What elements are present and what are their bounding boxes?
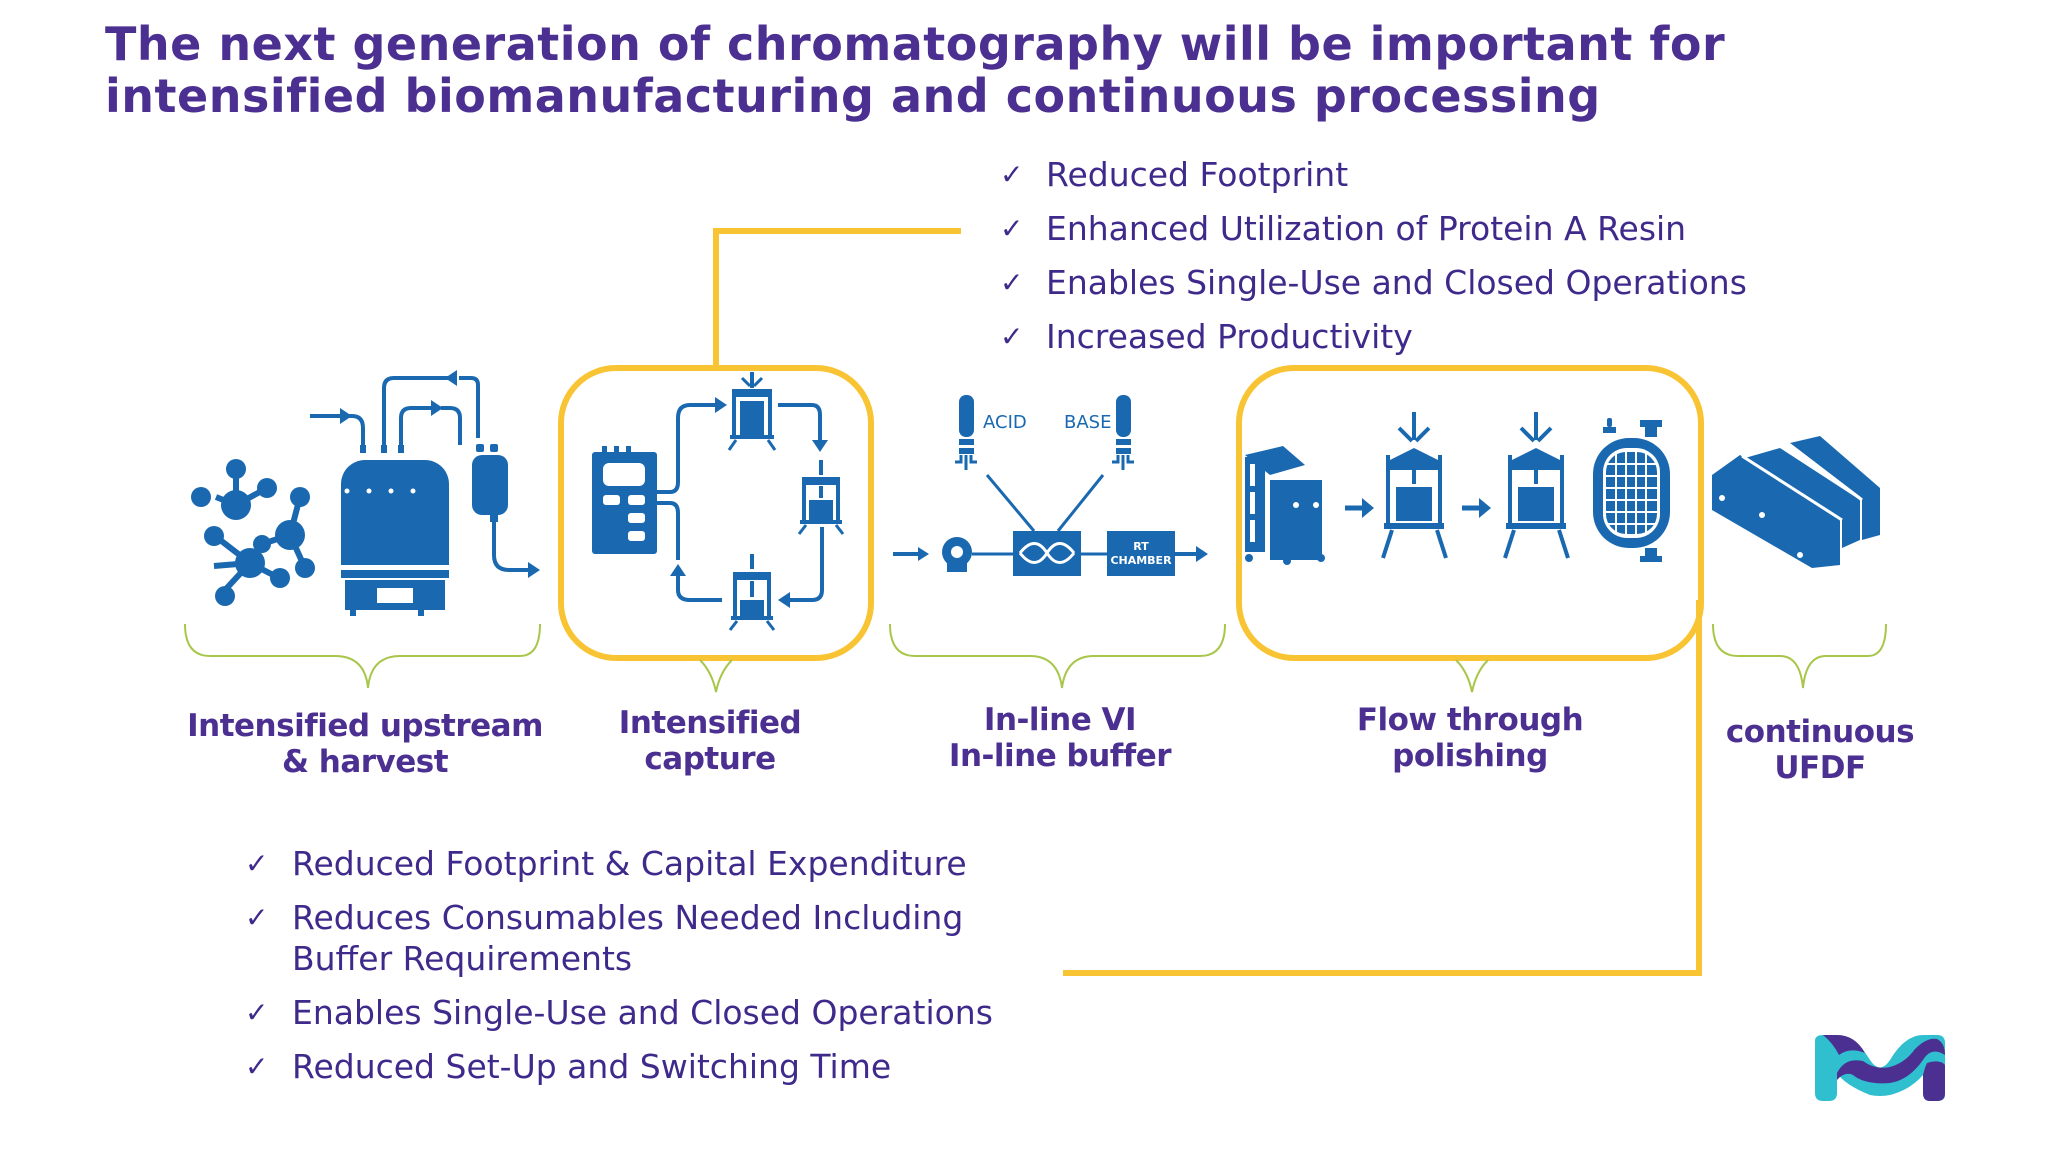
page-title: The next generation of chromatography wi… [105,18,1725,122]
company-logo-icon [1815,1035,1945,1101]
capture-benefit-item: ✓ Enables Single-Use and Closed Operation… [1000,260,1747,314]
checkmark-icon: ✓ [245,901,269,934]
chromatography-controller-icon [592,446,657,554]
acid-tank-icon [955,395,977,470]
skid-icon [1245,446,1325,565]
brace-upstream [184,623,541,689]
polishing-benefit-item: ✓ Reduced Set-Up and Switching Time [245,1047,892,1086]
bioreactor-icon [341,445,449,616]
tff-cassette-icon [1712,436,1880,568]
stage-label-continuous-ufdf: continuous UFDF [1725,714,1915,786]
checkmark-icon: ✓ [1000,266,1024,299]
brace-ufdf [1712,623,1887,689]
checkmark-icon: ✓ [1000,320,1024,353]
svg-text:CHAMBER: CHAMBER [1110,554,1172,567]
column-icon [1381,412,1448,559]
polishing-connector-vertical [1696,600,1702,976]
column-icon [727,372,777,451]
svg-text:BASE: BASE [1064,412,1111,433]
stage-label-inline-vi-buffer: In-line VI In-line buffer [948,702,1172,774]
capture-connector-vertical [713,228,719,368]
title-line-2: intensified biomanufacturing and continu… [105,69,1601,123]
polishing-connector-horizontal [1063,970,1702,976]
svg-text:RT: RT [1133,540,1149,553]
polishing-benefit-item: ✓ Reduces Consumables Needed Including Bu… [245,898,964,978]
capture-benefit-item: ✓ Enhanced Utilization of Protein A Resin [1000,206,1747,260]
polishing-highlight-box [1236,365,1704,661]
base-tank-icon [1112,395,1134,470]
capture-highlight-box [558,365,874,661]
brace-polishing [1455,659,1489,693]
checkmark-icon: ✓ [1000,212,1024,245]
harvest-bag-icon [472,444,508,522]
capture-benefit-item: ✓ Increased Productivity [1000,314,1747,368]
column-icon [1503,412,1570,559]
membrane-adsorber-icon [1593,418,1670,562]
polishing-benefits-list: ✓ Reduced Footprint & Capital Expenditure… [245,843,1012,1100]
column-icon [797,460,845,535]
capture-benefits-list: ✓ Reduced Footprint ✓ Enhanced Utilization… [1000,152,1747,368]
capture-benefit-item: ✓ Reduced Footprint [1000,152,1747,206]
checkmark-icon: ✓ [245,847,269,880]
pump-icon [942,537,972,572]
column-icon [728,554,776,631]
stage-label-intensified-capture: Intensified capture [618,705,802,777]
stage-label-upstream-harvest: Intensified upstream & harvest [187,708,543,780]
molecule-icon [191,459,315,606]
svg-text:ACID: ACID [983,412,1027,433]
polishing-benefit-item: ✓ Enables Single-Use and Closed Operation… [245,993,993,1032]
capture-connector-horizontal [713,228,961,234]
rt-chamber-icon: RT CHAMBER [1107,531,1175,576]
mixer-icon [1013,531,1081,576]
brace-inline [889,623,1226,689]
checkmark-icon: ✓ [1000,158,1024,191]
brace-capture [699,659,733,693]
checkmark-icon: ✓ [245,996,269,1029]
title-line-1: The next generation of chromatography wi… [105,17,1726,71]
stage-label-flow-through-polishing: Flow through polishing [1356,702,1584,774]
checkmark-icon: ✓ [245,1050,269,1083]
polishing-benefit-item: ✓ Reduced Footprint & Capital Expenditure [245,844,967,883]
